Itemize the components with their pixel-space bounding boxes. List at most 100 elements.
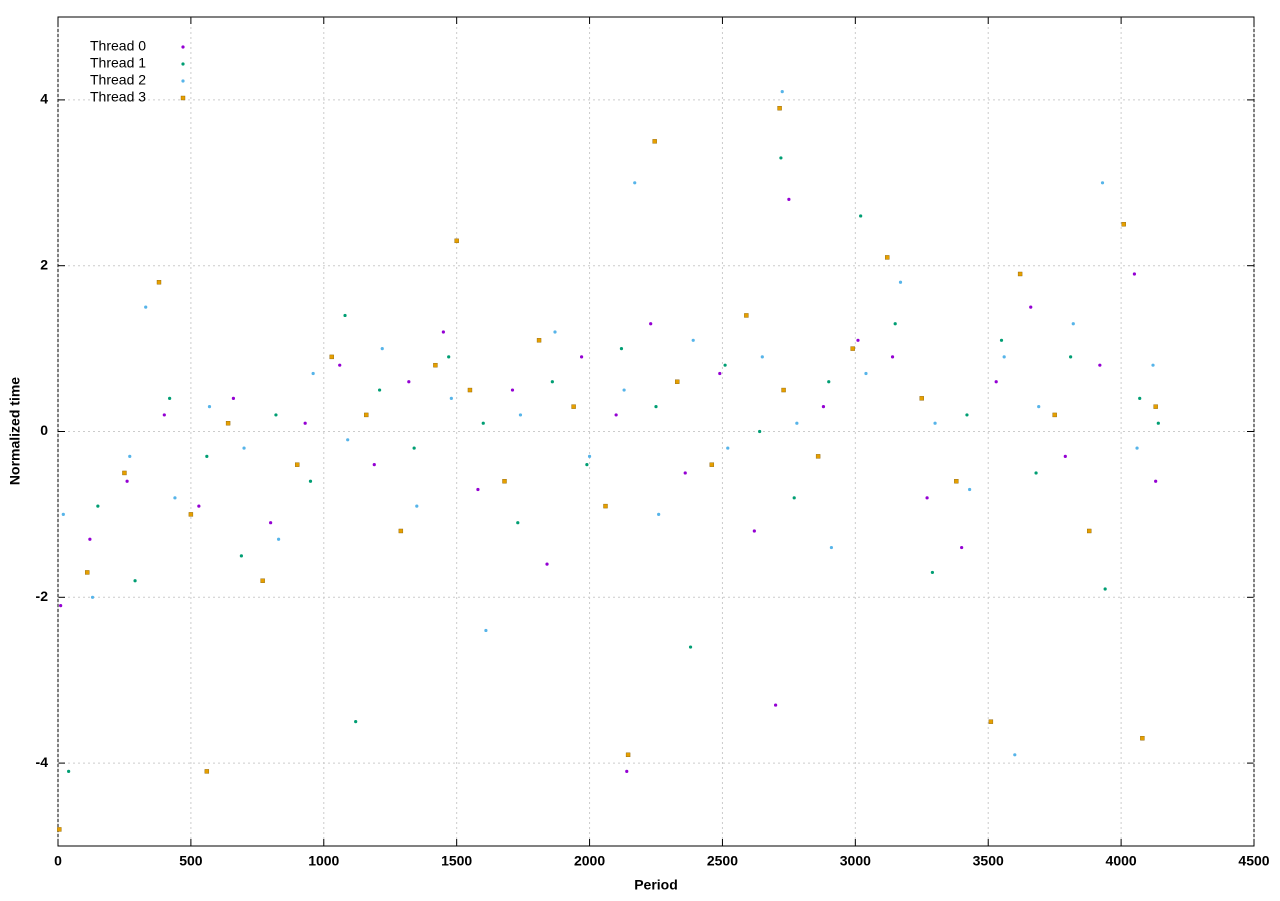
point bbox=[372, 463, 376, 467]
point bbox=[709, 462, 715, 467]
point bbox=[780, 90, 784, 94]
point bbox=[1140, 736, 1145, 741]
point bbox=[1121, 222, 1126, 227]
point bbox=[553, 330, 557, 334]
point bbox=[1138, 396, 1142, 400]
point bbox=[204, 769, 210, 774]
point bbox=[723, 363, 727, 367]
point bbox=[311, 371, 315, 376]
y-tick-label: -4 bbox=[36, 754, 49, 770]
point bbox=[1151, 363, 1155, 367]
point bbox=[965, 413, 969, 417]
point bbox=[850, 346, 855, 351]
point bbox=[467, 387, 473, 393]
point bbox=[960, 545, 964, 550]
point bbox=[133, 579, 137, 583]
point bbox=[476, 487, 480, 492]
point bbox=[364, 412, 369, 418]
point bbox=[433, 362, 438, 368]
point bbox=[683, 471, 687, 475]
point bbox=[1013, 753, 1017, 757]
point bbox=[1002, 355, 1006, 359]
point bbox=[954, 479, 959, 484]
point bbox=[1100, 181, 1105, 185]
point bbox=[614, 413, 618, 417]
point bbox=[649, 322, 653, 326]
point bbox=[303, 421, 307, 425]
point bbox=[779, 156, 783, 160]
point bbox=[829, 545, 834, 550]
point bbox=[1154, 479, 1158, 483]
point bbox=[441, 330, 445, 334]
point bbox=[329, 354, 334, 360]
point bbox=[484, 628, 488, 633]
point bbox=[675, 379, 680, 384]
point bbox=[1153, 404, 1158, 409]
x-tick-label: 0 bbox=[54, 853, 62, 869]
point bbox=[885, 255, 890, 260]
x-tick-label: 3500 bbox=[973, 853, 1004, 869]
point bbox=[815, 454, 821, 459]
point bbox=[1132, 272, 1136, 276]
point bbox=[380, 347, 384, 351]
point bbox=[625, 752, 631, 758]
point bbox=[994, 380, 998, 384]
point bbox=[999, 338, 1004, 342]
point bbox=[890, 355, 895, 359]
x-tick-label: 4000 bbox=[1106, 853, 1137, 869]
point bbox=[688, 645, 693, 649]
point bbox=[744, 313, 749, 318]
point bbox=[188, 512, 194, 517]
point bbox=[930, 570, 935, 575]
point bbox=[691, 338, 695, 342]
point bbox=[758, 429, 762, 434]
point bbox=[781, 387, 786, 393]
point bbox=[518, 413, 523, 417]
point bbox=[619, 347, 624, 351]
point bbox=[231, 396, 236, 400]
point bbox=[1017, 271, 1023, 277]
x-tick-label: 4500 bbox=[1238, 853, 1269, 869]
point bbox=[59, 603, 63, 608]
point bbox=[449, 396, 453, 400]
point bbox=[144, 305, 148, 309]
point bbox=[1063, 454, 1067, 458]
legend-marker bbox=[181, 45, 185, 49]
y-tick-label: 2 bbox=[40, 256, 48, 272]
point bbox=[377, 388, 382, 392]
point bbox=[898, 280, 903, 284]
point bbox=[726, 446, 730, 450]
x-tick-label: 500 bbox=[179, 853, 203, 869]
point bbox=[454, 238, 459, 244]
legend-marker bbox=[180, 95, 186, 101]
legend-marker bbox=[181, 79, 185, 83]
point bbox=[821, 405, 826, 409]
point bbox=[346, 438, 350, 442]
point bbox=[585, 463, 589, 467]
point bbox=[354, 720, 358, 724]
point bbox=[988, 719, 994, 724]
y-tick-label: 0 bbox=[40, 422, 48, 438]
point bbox=[792, 496, 796, 500]
point bbox=[128, 454, 132, 458]
legend-marker bbox=[181, 62, 185, 66]
point bbox=[652, 139, 657, 144]
point bbox=[338, 363, 342, 367]
point bbox=[787, 197, 791, 201]
point bbox=[295, 462, 300, 467]
point bbox=[276, 537, 281, 541]
legend-label: Thread 1 bbox=[90, 55, 146, 71]
point bbox=[625, 769, 629, 773]
point bbox=[587, 454, 592, 458]
point bbox=[919, 396, 924, 401]
point bbox=[205, 454, 209, 458]
point bbox=[752, 529, 756, 533]
point bbox=[1029, 305, 1033, 309]
point bbox=[893, 322, 897, 326]
point bbox=[67, 769, 71, 773]
point bbox=[85, 570, 90, 575]
point bbox=[502, 479, 507, 484]
point bbox=[125, 479, 129, 483]
point bbox=[657, 512, 661, 517]
